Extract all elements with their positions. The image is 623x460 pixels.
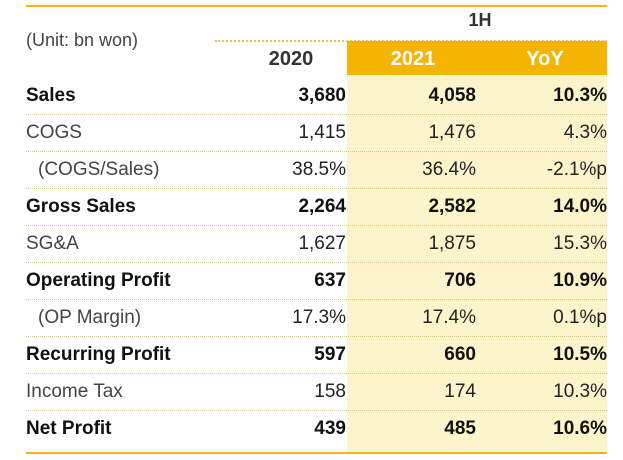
value-2020: 38.5% (292, 159, 346, 180)
column-header-2021: 2021 (390, 48, 436, 70)
value-2021: 1,476 (428, 122, 476, 143)
value-2020: 439 (314, 418, 346, 439)
row-separator (26, 410, 607, 411)
row-separator (26, 262, 607, 263)
row-label: COGS (26, 122, 82, 143)
row-label: Income Tax (26, 381, 123, 402)
unit-label: (Unit: bn won) (26, 30, 139, 50)
table-row-recurring-profit: Recurring Profit 597 660 10.5% (26, 337, 607, 374)
row-label: Recurring Profit (26, 344, 171, 365)
row-separator (26, 336, 607, 337)
value-2020: 158 (314, 381, 346, 402)
table-row-op-margin: (OP Margin) 17.3% 17.4% 0.1%p (26, 300, 607, 337)
column-header-yoy: YoY (526, 48, 564, 70)
row-separator (26, 188, 607, 189)
row-separator (26, 299, 607, 300)
period-label: 1H (468, 10, 492, 30)
table-row-net-profit: Net Profit 439 485 10.6% (26, 411, 607, 448)
value-yoy: 14.0% (553, 196, 607, 217)
table-row-sga: SG&A 1,627 1,875 15.3% (26, 226, 607, 263)
row-label: Net Profit (26, 418, 112, 439)
value-2021: 1,875 (428, 233, 476, 254)
value-yoy: 10.5% (553, 344, 607, 365)
value-yoy: 15.3% (553, 233, 607, 254)
value-2021: 485 (444, 418, 476, 439)
value-2020: 597 (314, 344, 346, 365)
row-label: SG&A (26, 233, 79, 254)
table-row-operating-profit: Operating Profit 637 706 10.9% (26, 263, 607, 300)
row-label: (COGS/Sales) (38, 159, 160, 180)
value-2021: 2,582 (428, 196, 476, 217)
row-separator (26, 151, 607, 152)
value-2020: 1,627 (298, 233, 346, 254)
value-2020: 3,680 (298, 85, 346, 106)
table-row-cogs-ratio: (COGS/Sales) 38.5% 36.4% -2.1%p (26, 152, 607, 189)
value-2021: 4,058 (428, 85, 476, 106)
value-2021: 660 (444, 344, 476, 365)
value-yoy: 10.6% (553, 418, 607, 439)
value-2020: 2,264 (298, 196, 346, 217)
row-label: Operating Profit (26, 270, 171, 291)
table-row-sales: Sales 3,680 4,058 10.3% (26, 78, 607, 115)
row-label: Gross Sales (26, 196, 136, 217)
value-yoy: 10.3% (553, 381, 607, 402)
value-2020: 637 (314, 270, 346, 291)
value-2020: 17.3% (292, 307, 346, 328)
row-separator (26, 225, 607, 226)
top-rule (26, 5, 607, 7)
header-highlight-band (347, 41, 607, 75)
value-2020: 1,415 (298, 122, 346, 143)
row-separator (26, 114, 607, 115)
row-label: (OP Margin) (38, 307, 142, 328)
bottom-rule (26, 452, 607, 454)
value-2021: 174 (444, 381, 476, 402)
value-yoy: 10.9% (553, 270, 607, 291)
value-2021: 706 (444, 270, 476, 291)
table-row-income-tax: Income Tax 158 174 10.3% (26, 374, 607, 411)
value-yoy: 0.1%p (553, 307, 607, 328)
value-2021: 36.4% (422, 159, 476, 180)
value-yoy: 10.3% (553, 85, 607, 106)
value-yoy: 4.3% (563, 122, 607, 143)
row-separator (26, 373, 607, 374)
row-label: Sales (26, 85, 76, 106)
value-2021: 17.4% (422, 307, 476, 328)
column-header-2020: 2020 (268, 48, 314, 70)
value-yoy: -2.1%p (546, 159, 607, 180)
table-row-gross-sales: Gross Sales 2,264 2,582 14.0% (26, 189, 607, 226)
table-row-cogs: COGS 1,415 1,476 4.3% (26, 115, 607, 152)
highlight-2021-yoy-column (347, 75, 607, 453)
